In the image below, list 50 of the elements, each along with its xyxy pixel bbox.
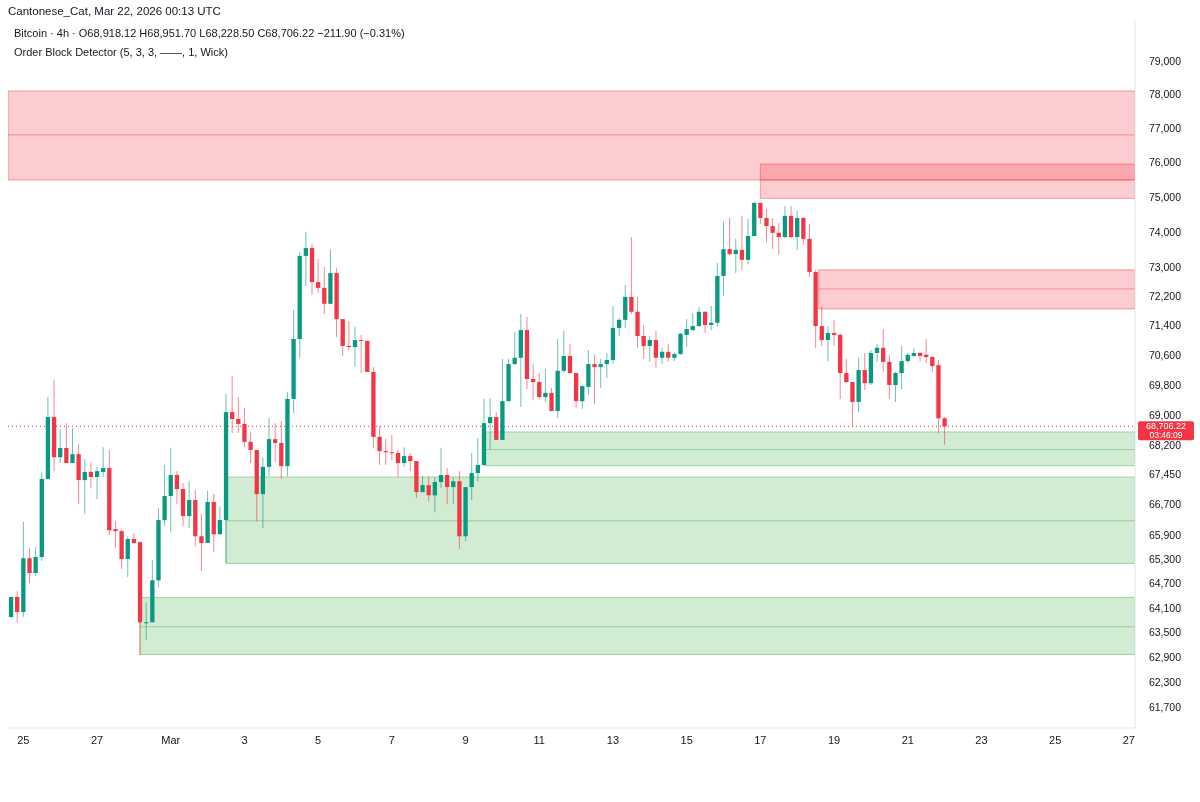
candlestick: [659, 347, 665, 365]
y-tick-label: 64,700: [1148, 577, 1182, 590]
x-tick-label: 27: [90, 734, 104, 746]
y-tick-label: 63,500: [1148, 626, 1182, 639]
y-tick-label: 73,000: [1148, 261, 1182, 274]
y-tick-label: 62,900: [1148, 651, 1182, 664]
x-tick-label: 21: [901, 734, 914, 746]
x-tick-label: 23: [975, 734, 988, 746]
y-tick-label: 74,000: [1148, 225, 1182, 238]
candlestick: [616, 317, 622, 337]
x-tick-label: 27: [1122, 734, 1135, 746]
text: Cantonese_Cat, Mar 22, 2026 00:13 UTC: [8, 5, 221, 17]
y-tick-label: 71,400: [1148, 319, 1182, 332]
y-tick-label: 61,700: [1148, 701, 1182, 714]
x-tick-label: 25: [17, 734, 30, 746]
x-tick-label: 7: [388, 734, 395, 746]
x-tick-label: 15: [680, 734, 693, 746]
y-tick-label: 77,000: [1148, 121, 1182, 134]
y-tick-label: 69,800: [1148, 378, 1182, 391]
y-tick-label: 78,000: [1148, 88, 1182, 100]
x-tick-label: 19: [827, 734, 841, 746]
y-tick-label: 66,700: [1148, 497, 1182, 510]
y-tick-label: 79,000: [1148, 54, 1182, 67]
text: Bitcoin · 4h · O68,918.12 H68,951.70 L68,228.50 C68,706.22 −211.90 (−0.31%): [14, 27, 405, 39]
y-tick-label: 65,900: [1148, 529, 1182, 542]
ref-line-label: 68,706.22: [1145, 421, 1187, 432]
candlestick: [911, 347, 917, 358]
x-tick-label: 3: [241, 734, 248, 746]
x-tick-label: 9: [462, 734, 469, 746]
x-tick-label: 5: [315, 734, 322, 746]
candlestick: [131, 532, 137, 545]
y-tick-label: 69,000: [1148, 408, 1182, 421]
x-tick-label: 13: [606, 734, 620, 746]
x-tick-label: Mar: [161, 734, 181, 746]
candlestick: [917, 351, 923, 362]
y-tick-label: 68,200: [1148, 439, 1182, 452]
x-tick-label: 11: [533, 734, 545, 746]
y-tick-label: 62,300: [1148, 676, 1182, 689]
y-tick-label: 75,000: [1148, 190, 1182, 203]
text: Order Block Detector (5, 3, 3, ——, 1, Wick): [14, 46, 228, 58]
y-tick-label: 67,450: [1148, 468, 1182, 481]
x-tick-label: 17: [754, 734, 767, 746]
y-tick-label: 65,300: [1148, 553, 1182, 566]
candlestick: [874, 343, 880, 363]
y-tick-label: 64,100: [1148, 601, 1182, 614]
y-tick-label: 76,000: [1148, 155, 1182, 168]
text: 03:46:09: [1149, 430, 1183, 441]
x-tick-label: 25: [1049, 734, 1062, 746]
y-tick-label: 70,600: [1148, 348, 1182, 361]
y-tick-label: 72,200: [1148, 290, 1182, 303]
